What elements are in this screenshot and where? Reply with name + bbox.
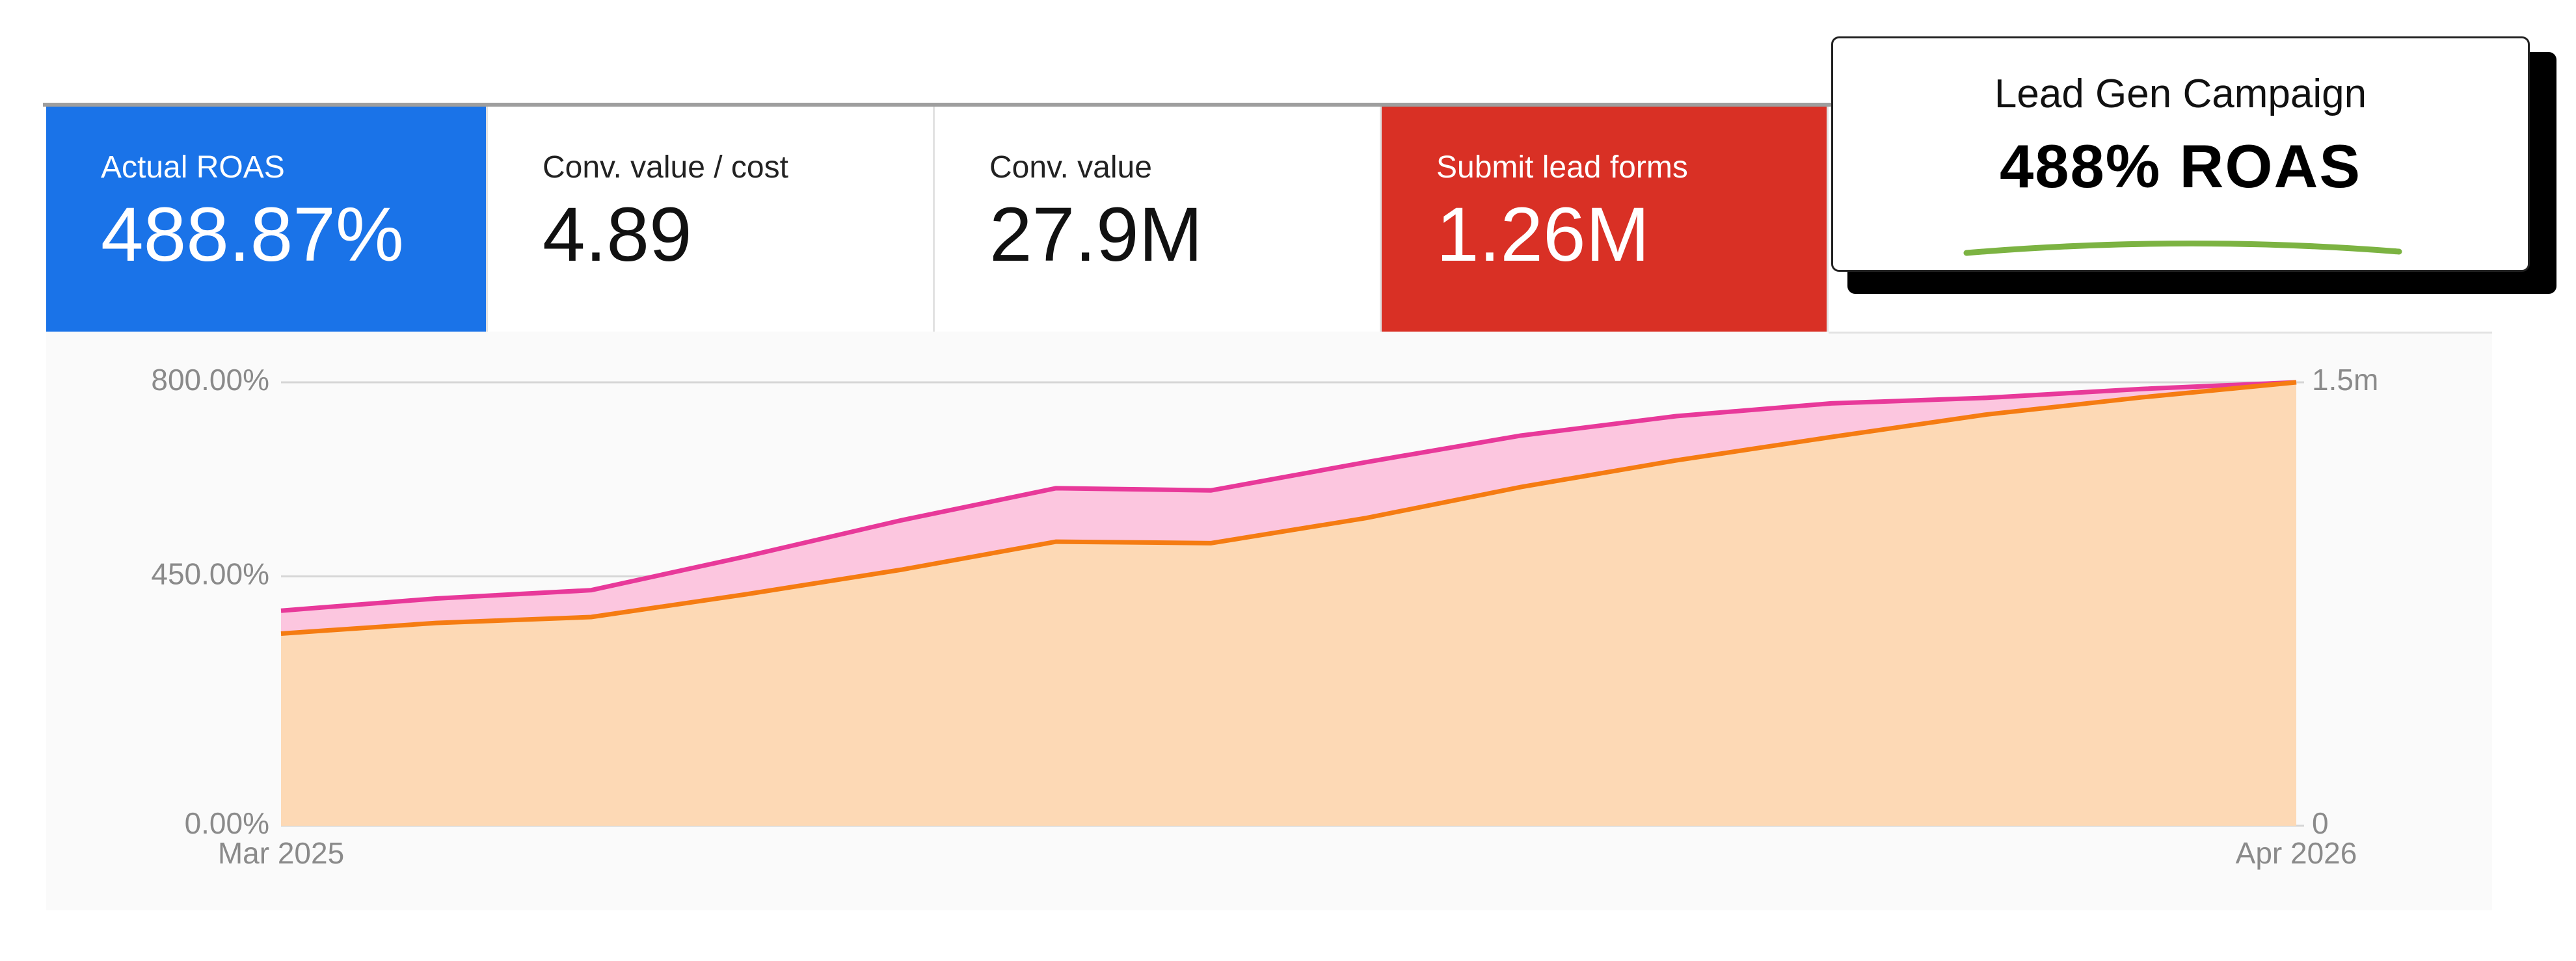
x-tick-label: Apr 2026 [2236, 836, 2357, 870]
card-label: Submit lead forms [1436, 150, 1688, 185]
series-line [280, 380, 2297, 613]
area-fill [281, 382, 2296, 826]
badge-title: Lead Gen Campaign [1994, 72, 2367, 116]
metric-card[interactable]: Conv. value 27.9M [935, 107, 1382, 332]
badge: Lead Gen Campaign 488% ROAS [1831, 36, 2530, 272]
card-value: 27.9M [989, 192, 1203, 278]
card-label: Conv. value [989, 150, 1152, 185]
card-value: 4.89 [543, 192, 692, 278]
metric-card[interactable]: Submit lead forms 1.26M [1382, 107, 1829, 332]
card-label: Conv. value / cost [543, 150, 788, 185]
y-tick-label: 0.00% [185, 806, 269, 840]
metric-card[interactable]: Actual ROAS 488.87% [46, 107, 488, 332]
top-border [43, 103, 2492, 107]
y-tick-label: 800.00% [151, 363, 269, 397]
card-value: 1.26M [1436, 192, 1650, 278]
x-tick-label: Mar 2025 [218, 836, 344, 870]
card-label: Actual ROAS [101, 150, 285, 185]
series-line [280, 380, 2297, 636]
metric-card[interactable]: Conv. value / cost 4.89 [488, 107, 935, 332]
y-tick-label: 450.00% [151, 557, 269, 591]
y2-tick-label: 1.5m [2312, 363, 2378, 397]
y2-tick-label: 0 [2312, 806, 2329, 840]
underline [1963, 241, 2402, 256]
badge-headline: 488% ROAS [1999, 132, 2362, 200]
card-value: 488.87% [101, 192, 404, 278]
